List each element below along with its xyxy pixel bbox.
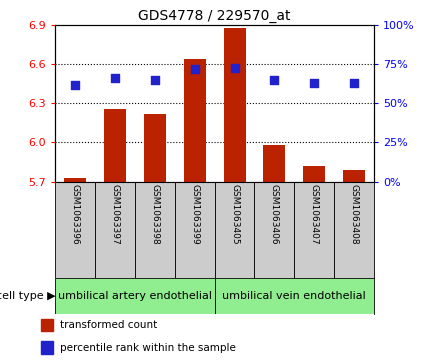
Bar — [95, 182, 135, 278]
Text: umbilical vein endothelial: umbilical vein endothelial — [222, 291, 366, 301]
Bar — [294, 182, 334, 278]
Bar — [104, 109, 126, 182]
Text: umbilical artery endothelial: umbilical artery endothelial — [58, 291, 212, 301]
Bar — [55, 278, 215, 314]
Point — [271, 77, 278, 83]
Point — [72, 82, 79, 87]
Text: GSM1063408: GSM1063408 — [350, 184, 359, 245]
Bar — [264, 145, 285, 182]
Point — [151, 77, 158, 83]
Bar — [41, 319, 53, 331]
Text: GSM1063399: GSM1063399 — [190, 184, 199, 245]
Text: GSM1063398: GSM1063398 — [150, 184, 159, 245]
Text: GSM1063396: GSM1063396 — [71, 184, 79, 245]
Text: GSM1063406: GSM1063406 — [270, 184, 279, 245]
Bar — [184, 59, 206, 182]
Text: transformed count: transformed count — [60, 320, 157, 330]
Bar — [334, 182, 374, 278]
Bar — [303, 166, 325, 182]
Bar — [215, 182, 255, 278]
Text: GSM1063407: GSM1063407 — [310, 184, 319, 245]
Title: GDS4778 / 229570_at: GDS4778 / 229570_at — [139, 9, 291, 23]
Text: GSM1063405: GSM1063405 — [230, 184, 239, 245]
Text: cell type ▶: cell type ▶ — [0, 291, 55, 301]
Text: GSM1063397: GSM1063397 — [110, 184, 119, 245]
Point — [311, 80, 317, 86]
Bar — [64, 178, 86, 182]
Bar — [175, 182, 215, 278]
Bar — [55, 182, 95, 278]
Bar — [343, 170, 365, 182]
Bar — [215, 278, 374, 314]
Bar — [135, 182, 175, 278]
Bar — [41, 341, 53, 354]
Text: percentile rank within the sample: percentile rank within the sample — [60, 343, 236, 352]
Point — [231, 65, 238, 70]
Bar — [255, 182, 294, 278]
Bar — [144, 114, 166, 182]
Point — [351, 80, 357, 86]
Point — [191, 66, 198, 72]
Bar — [224, 28, 246, 182]
Point — [112, 76, 119, 81]
